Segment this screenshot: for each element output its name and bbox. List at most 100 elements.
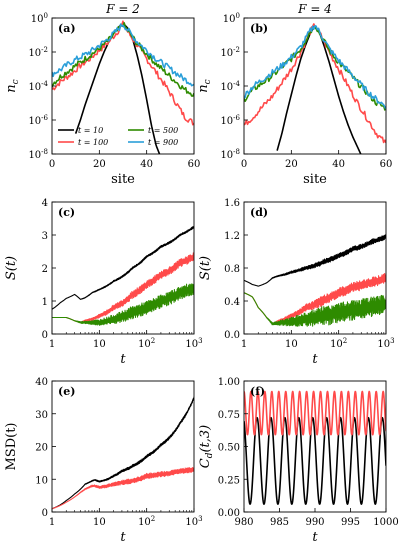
y-tick-label: 4 [42,198,48,209]
axes-frame-e [51,380,195,513]
panel-d: 1 10 102 103 0.0 0.4 0.8 1.2 1.6 t S(t) (d) [198,198,395,367]
panel-f: 980 985 990 995 1000 0.00 0.25 0.50 0.75 1.00 t Cd(… [198,377,399,545]
y-tick-label: 10-4 [220,80,240,93]
x-tick-label: 103 [185,515,202,528]
y-tick-label: 0.75 [218,410,240,421]
series-line-e-1 [52,467,194,510]
legend-label: t = 100 [78,138,108,147]
series-line-c-2 [52,283,194,326]
x-axis-label-a: site [111,172,135,187]
y-tick-label: 1.6 [224,198,240,209]
panel-label-c: (c) [58,206,75,219]
x-tick-label: 0 [49,159,55,170]
x-axis-label-f: t [312,530,318,545]
x-tick-label: 10 [93,517,106,528]
panel-title-a: F = 2 [105,2,140,16]
y-tick-label: 3 [42,231,48,242]
legend-label: t = 900 [148,138,178,147]
y-tick-label: 100 [31,12,48,25]
series-line-f-0 [244,416,386,505]
panel-b: 0 20 40 60 100 10-2 10-4 10-6 10-8 site nc (b) F = 4 [196,2,392,187]
y-tick-label: 10-6 [28,114,48,127]
series-line-c-1 [52,252,194,324]
series-line-e-0 [52,396,194,510]
x-tick-label: 1000 [373,517,398,528]
panel-a: 0 20 40 60 100 10-2 10-4 10-6 10-8 site nc (a) F = 2… [4,2,200,187]
plot-area-a [52,20,194,154]
plot-area-b [244,23,386,154]
y-tick-label: 1.00 [218,377,240,388]
y-tick-label: 0.0 [224,330,240,341]
panel-label-a: (a) [58,22,76,35]
legend-label: t = 10 [78,126,103,135]
x-tick-label: 103 [185,337,202,350]
x-tick-label: 1 [49,517,55,528]
y-tick-label: 0.00 [218,508,240,519]
x-tick-label: 103 [377,337,394,350]
series-line-d-0 [244,234,386,287]
x-tick-label: 60 [188,159,201,170]
x-axis-label-e: t [120,530,126,545]
x-tick-label: 985 [270,517,289,528]
panel-label-e: (e) [58,385,75,398]
y-tick-label: 1 [42,297,48,308]
y-tick-label: 0.50 [218,443,240,454]
panel-e: 1 10 102 103 0 10 20 30 40 t MSD(t) (e) [4,377,203,545]
y-tick-label: 0 [42,508,48,519]
x-tick-label: 995 [341,517,360,528]
series-line-a-3 [52,23,194,87]
legend-label: t = 500 [148,126,178,135]
panel-label-d: (d) [250,206,268,219]
y-tick-label: 100 [223,12,240,25]
y-tick-label: 30 [35,410,48,421]
x-tick-label: 102 [138,515,155,528]
x-tick-label: 980 [234,517,253,528]
series-line-f-1 [244,390,386,436]
x-tick-label: 60 [380,159,393,170]
panel-label-b: (b) [250,22,268,35]
series-line-b-2 [244,26,386,111]
plot-area-f [244,390,386,505]
x-tick-label: 0 [241,159,247,170]
y-tick-label: 10-4 [28,80,48,93]
y-tick-label: 10-8 [28,148,48,161]
x-tick-label: 10 [285,339,298,350]
y-tick-label: 0.8 [224,264,240,275]
y-axis-label-e: MSD(t) [4,422,19,470]
plot-area-c [52,225,194,326]
x-tick-label: 40 [140,159,153,170]
x-tick-label: 40 [332,159,345,170]
panel-title-b: F = 4 [297,2,332,16]
x-axis-label-d: t [312,352,318,367]
y-tick-label: 0.4 [224,297,240,308]
series-line-c-0 [52,225,194,310]
series-line-b-3 [244,24,386,110]
y-tick-label: 20 [35,443,48,454]
x-tick-label: 10 [93,339,106,350]
y-tick-label: 10-2 [28,46,48,59]
y-tick-label: 40 [35,377,48,388]
y-axis-label-d: S(t) [198,256,213,280]
series-line-b-0 [276,25,362,154]
x-tick-label: 102 [138,337,155,350]
plot-area-d [244,234,386,327]
y-axis-label-f: Cd(t,3) [198,425,215,469]
x-tick-label: 20 [285,159,298,170]
legend: t = 10 t = 100 t = 500 t = 900 [58,126,178,147]
y-tick-label: 0.25 [218,475,240,486]
y-tick-label: 1.2 [224,231,240,242]
y-axis-label-c: S(t) [4,256,19,280]
y-axis-label-a: nc [4,79,21,92]
y-tick-label: 10-8 [220,148,240,161]
y-tick-label: 0 [42,330,48,341]
y-tick-label: 2 [42,264,48,275]
y-tick-label: 10-2 [220,46,240,59]
plot-area-e [52,396,194,510]
y-tick-label: 10 [35,475,48,486]
x-axis-label-b: site [303,172,327,187]
y-axis-label-b: nc [196,79,213,92]
series-line-a-1 [52,20,194,126]
x-axis-label-c: t [120,352,126,367]
